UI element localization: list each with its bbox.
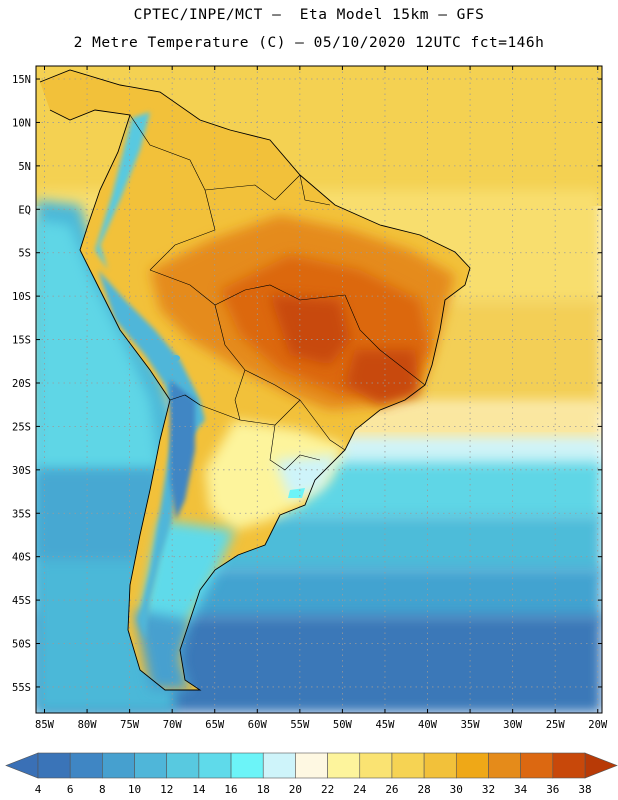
colorbar-swatch	[520, 752, 554, 779]
lon-tick-label: 45W	[375, 719, 395, 731]
colorbar-label: 20	[289, 783, 302, 796]
lat-tick-label: 5N	[18, 161, 31, 173]
lat-tick-label: EQ	[18, 204, 31, 216]
lat-tick-label: 40S	[12, 552, 31, 564]
colorbar-label: 12	[160, 783, 173, 796]
colorbar-under-arrow	[5, 752, 39, 779]
colorbar-swatch	[552, 752, 586, 779]
lat-tick-label: 5S	[18, 248, 31, 260]
colorbar-label: 18	[257, 783, 270, 796]
lat-tick-label: 45S	[12, 595, 31, 607]
colorbar-label: 34	[514, 783, 528, 796]
lon-tick-label: 55W	[290, 719, 310, 731]
lat-tick-label: 50S	[12, 639, 31, 651]
latitude-axis: 15N 10N 5N EQ 5S 10S 15S 20S 25S 30S 35S 40S 45S 50S 5…	[12, 74, 602, 694]
lat-tick-label: 15N	[12, 74, 31, 86]
lon-tick-label: 20W	[588, 719, 608, 731]
lon-tick-label: 25W	[546, 719, 566, 731]
colorbar-swatch	[69, 752, 103, 779]
lat-tick-label: 20S	[12, 378, 31, 390]
colorbar-swatch	[166, 752, 200, 779]
temperature-field	[36, 66, 602, 713]
map-subtitle: 2 Metre Temperature (C) – 05/10/2020 12U…	[73, 35, 545, 51]
lat-tick-label: 10N	[12, 117, 31, 129]
colorbar-swatch	[359, 752, 393, 779]
longitude-axis: 85W 80W 75W 70W 65W 60W 55W 50W 45W 40W 35W 30W 25W 2…	[35, 66, 608, 731]
colorbar-label: 16	[224, 783, 237, 796]
colorbar-swatch	[134, 752, 168, 779]
colorbar-swatch	[455, 752, 489, 779]
lon-tick-label: 75W	[120, 719, 140, 731]
country-borders	[129, 114, 426, 471]
colorbar-swatch	[198, 752, 232, 779]
colorbar-swatch	[423, 752, 457, 779]
lon-tick-label: 65W	[205, 719, 225, 731]
lat-tick-label: 25S	[12, 421, 31, 433]
colorbar-label: 28	[417, 783, 430, 796]
colorbar-label: 24	[353, 783, 367, 796]
colorbar: 4 6 8 10 12 14 16 18 20 22 24 26 28 30 32 34 36 38	[5, 752, 618, 796]
colorbar-label: 26	[385, 783, 398, 796]
colorbar-swatch	[37, 752, 71, 779]
map-title: CPTEC/INPE/MCT – Eta Model 15km – GFS	[133, 7, 485, 23]
coastlines	[39, 69, 471, 691]
colorbar-label: 36	[546, 783, 559, 796]
lon-tick-label: 30W	[503, 719, 523, 731]
colorbar-label: 8	[99, 783, 106, 796]
colorbar-label: 14	[192, 783, 206, 796]
colorbar-label: 10	[128, 783, 141, 796]
colorbar-over-arrow	[584, 752, 618, 779]
colorbar-swatch	[488, 752, 521, 779]
colorbar-label: 22	[321, 783, 334, 796]
lat-tick-label: 15S	[12, 335, 31, 347]
lon-tick-label: 85W	[35, 719, 55, 731]
colorbar-label: 6	[67, 783, 74, 796]
colorbar-label: 38	[578, 783, 591, 796]
colorbar-label: 4	[35, 783, 42, 796]
lat-lon-grid	[36, 66, 602, 713]
lon-tick-label: 40W	[418, 719, 438, 731]
lon-tick-label: 70W	[163, 719, 183, 731]
colorbar-swatch	[262, 752, 296, 779]
colorbar-swatch	[230, 752, 264, 779]
plot-frame	[35, 65, 603, 714]
lon-tick-label: 80W	[78, 719, 98, 731]
lat-tick-label: 55S	[12, 682, 31, 694]
colorbar-swatch	[295, 752, 328, 779]
colorbar-swatch	[391, 752, 425, 779]
colorbar-swatch	[102, 752, 135, 779]
lon-tick-label: 50W	[333, 719, 353, 731]
lon-tick-label: 60W	[248, 719, 268, 731]
lat-tick-label: 30S	[12, 465, 31, 477]
colorbar-label: 32	[482, 783, 495, 796]
lon-tick-label: 35W	[461, 719, 481, 731]
lat-tick-label: 35S	[12, 508, 31, 520]
lat-tick-label: 10S	[12, 291, 31, 303]
colorbar-label: 30	[450, 783, 463, 796]
colorbar-swatch	[327, 752, 361, 779]
